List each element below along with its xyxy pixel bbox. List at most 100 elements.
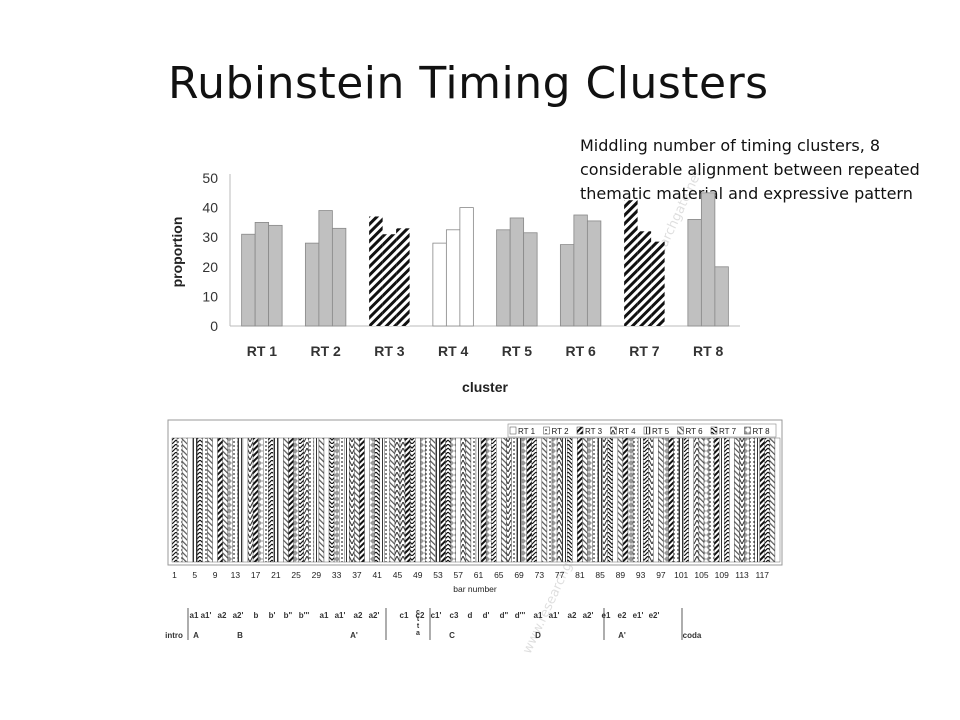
section-label: a1	[534, 611, 543, 620]
bar-number-tick: 13	[231, 570, 241, 580]
cluster-bar	[749, 437, 755, 563]
cluster-bar	[197, 437, 203, 563]
cta-letter: t	[417, 616, 420, 623]
cluster-bar	[536, 437, 543, 563]
cluster-bar	[551, 437, 558, 563]
cluster-bar	[212, 437, 218, 563]
form-section-label: intro	[165, 631, 183, 640]
cluster-bar	[592, 437, 598, 563]
cluster-bar	[703, 437, 710, 563]
slide-note: Middling number of timing clusters, 8 co…	[580, 136, 920, 203]
cluster-bar	[369, 437, 375, 563]
section-label: c2	[416, 611, 425, 620]
section-label: a2	[218, 611, 227, 620]
cluster-bar	[648, 437, 654, 563]
bar	[496, 229, 511, 327]
cluster-bar	[379, 437, 386, 563]
section-label: d"	[500, 611, 509, 620]
cluster-bar	[338, 437, 345, 563]
legend-box	[507, 423, 777, 438]
cluster-bar	[643, 437, 649, 563]
bar	[573, 214, 588, 327]
bar	[318, 210, 333, 327]
cluster-bar	[192, 437, 198, 563]
bar-number-tick: 25	[291, 570, 301, 580]
section-label: e1'	[633, 611, 644, 620]
legend-label: RT 1	[518, 427, 536, 436]
cluster-bar	[572, 437, 578, 563]
cluster-bar	[587, 437, 593, 563]
section-label: b"	[284, 611, 293, 620]
cta-letter: t	[417, 623, 420, 630]
cluster-bar	[602, 437, 608, 563]
cluster-bar	[288, 437, 294, 563]
cluster-bar	[698, 437, 705, 563]
x-tick-label: RT 1	[247, 343, 278, 359]
cluster-bar	[475, 437, 482, 563]
y-tick-label: 10	[202, 288, 218, 304]
cluster-bar	[668, 437, 674, 563]
cluster-bar	[658, 437, 664, 563]
cluster-bar	[262, 437, 269, 563]
bar	[687, 219, 702, 327]
cluster-bar	[567, 437, 573, 563]
x-tick-label: RT 3	[374, 343, 405, 359]
cluster-bar	[632, 437, 639, 563]
section-label: b'''	[299, 611, 310, 620]
cluster-bar	[425, 437, 431, 563]
cluster-bar	[485, 437, 492, 563]
bar-number-tick: 77	[555, 570, 565, 580]
cluster-bar	[622, 437, 629, 563]
cluster-bar	[252, 437, 259, 563]
cluster-bar	[516, 437, 522, 563]
cluster-bar	[759, 437, 766, 563]
cluster-bar	[465, 437, 472, 563]
section-label: a2	[568, 611, 577, 620]
legend-swatch	[744, 426, 751, 435]
bar-number-tick: 5	[192, 570, 197, 580]
cluster-bar	[769, 437, 776, 563]
cluster-bar	[349, 437, 355, 563]
section-label: a2'	[369, 611, 380, 620]
cluster-bar	[318, 437, 325, 563]
cluster-bar	[242, 437, 249, 563]
bar-number-tick: 113	[735, 570, 749, 580]
bar	[624, 200, 638, 326]
section-label: c1'	[431, 611, 442, 620]
cluster-bar	[683, 437, 690, 563]
cluster-bar	[491, 437, 497, 563]
cluster-bar	[724, 437, 730, 563]
cluster-bar	[719, 437, 725, 563]
cluster-bar	[222, 437, 228, 563]
x-tick-label: RT 4	[438, 343, 469, 359]
cluster-bar	[729, 437, 735, 563]
cluster-bar	[293, 437, 299, 563]
bar	[445, 229, 461, 327]
bar	[637, 231, 652, 326]
cluster-bar	[435, 437, 441, 563]
y-tick-label: 30	[202, 229, 218, 245]
cluster-bar	[480, 437, 487, 563]
cluster-bar	[354, 437, 360, 563]
y-tick-label: 50	[202, 170, 218, 186]
cluster-bar	[617, 437, 624, 563]
legend-swatch	[677, 426, 684, 435]
cluster-bar	[420, 437, 426, 563]
cluster-bar	[171, 437, 178, 563]
legend-label: RT 5	[652, 427, 670, 436]
bar-number-tick: 57	[454, 570, 464, 580]
legend-swatch	[576, 426, 584, 435]
cluster-bar	[176, 437, 183, 563]
cluster-bar	[653, 437, 659, 563]
cluster-bar	[577, 437, 583, 563]
cluster-bar	[450, 437, 456, 563]
bar-number-tick: 93	[636, 570, 646, 580]
cluster-bar	[693, 437, 700, 563]
form-section-label: A'	[350, 631, 358, 640]
legend-label: RT 6	[686, 427, 704, 436]
cluster-bar	[460, 437, 467, 563]
cluster-bar	[708, 437, 715, 563]
section-label: a1'	[201, 611, 212, 620]
bar-number-tick: 9	[213, 570, 218, 580]
cluster-bar	[217, 437, 223, 563]
